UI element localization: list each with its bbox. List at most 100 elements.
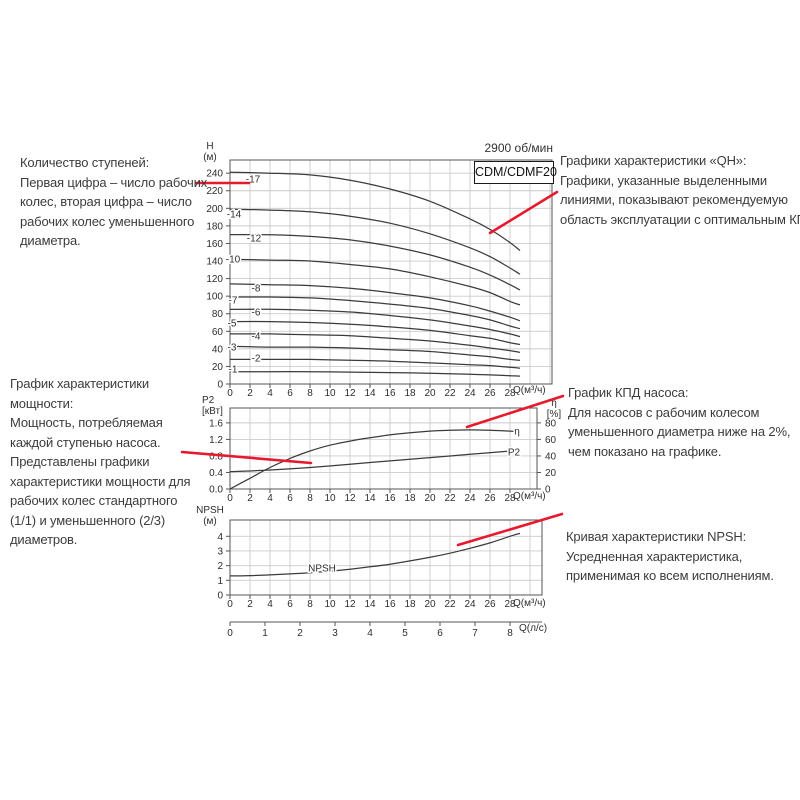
tick-label: -1 (229, 365, 238, 376)
npsh-x-axis-label: Q(м³/ч) (513, 598, 546, 609)
tick-label: 2 (247, 599, 253, 610)
tick-label: 10 (324, 388, 336, 399)
tick-label: 220 (206, 186, 223, 197)
qh-curve--4 (229, 333, 521, 354)
tick-label: 0.4 (209, 468, 223, 479)
npsh-plot-frame (229, 519, 543, 596)
annotation-power-title: График характеристики мощности: (10, 376, 149, 411)
tick-label: 8 (307, 388, 313, 399)
npsh-y-axis-label: NPSH (м) (192, 505, 228, 527)
pointer-line (488, 190, 559, 235)
eta-y2-axis-label: η [%] (542, 398, 566, 420)
annotation-qh-body: Графики, указанные выделенными линиями, … (560, 172, 800, 227)
annotation-stages: Количество ступеней: Первая цифра – числ… (20, 153, 210, 251)
tick-label: 18 (404, 599, 416, 610)
tick-label: 1 (217, 576, 223, 587)
annotation-stages-body: Первая цифра – число рабочих колес, втор… (20, 174, 208, 249)
tick-label: -2 (252, 354, 261, 365)
npsh-y-axis-symbol: NPSH (196, 505, 224, 516)
tick-label: -12 (247, 234, 262, 245)
annotation-power-body: Мощность, потребляемая каждой ступенью н… (10, 415, 191, 547)
model-label: CDM/CDMF20 (474, 161, 557, 184)
tick-label: 2 (217, 561, 223, 572)
tick-label: 4 (367, 628, 373, 639)
tick-label: 18 (404, 493, 416, 504)
tick-label: 240 (206, 169, 223, 180)
power-curve-η (229, 429, 521, 490)
tick-label: 28 (504, 493, 516, 504)
tick-label: 28 (504, 388, 516, 399)
npsh-grid (230, 520, 542, 595)
tick-label: 26 (484, 493, 496, 504)
tick-label: 20 (212, 362, 224, 373)
power-chart: 0 2 4 6 8 10 12 14 16 18 20 22 24 26 280.00.40.81.21.6… (209, 407, 557, 504)
tick-label: -8 (252, 284, 261, 295)
tick-label: 22 (444, 388, 456, 399)
qh-curve--1 (229, 371, 521, 377)
tick-label: 6 (437, 628, 443, 639)
tick-label: 6 (287, 599, 293, 610)
tick-label: 7 (472, 628, 478, 639)
qh-curve--3 (229, 345, 521, 361)
tick-label: 12 (344, 388, 356, 399)
qh-curve--2 (229, 358, 521, 369)
tick-label: 8 (507, 628, 513, 639)
tick-label: 14 (364, 493, 376, 504)
tick-label: -14 (227, 210, 242, 221)
annotation-npsh-title: Кривая характеристики NPSH: (566, 529, 747, 544)
tick-label: 12 (344, 493, 356, 504)
tick-label: 60 (212, 327, 224, 338)
tick-label: 80 (545, 418, 557, 429)
qh-curve--17 (229, 171, 521, 251)
tick-label: 0 (217, 380, 223, 391)
power-y-axis-symbol: P2 (202, 395, 215, 406)
qh-curve--8 (229, 283, 521, 322)
tick-label: 24 (464, 388, 476, 399)
tick-label: 1.2 (209, 435, 223, 446)
annotation-qh-title: Графики характеристики «QH»: (560, 153, 747, 168)
tick-label: 16 (384, 493, 396, 504)
power-grid (230, 408, 537, 489)
qh-curve--7 (229, 296, 521, 330)
tick-label: 24 (464, 493, 476, 504)
qh-y-axis-symbol: H (206, 141, 214, 152)
power-x-axis-label: Q(м³/ч) (513, 491, 546, 502)
tick-label: 0.8 (209, 451, 223, 462)
tick-label: 2 (247, 493, 253, 504)
tick-label: 20 (424, 493, 436, 504)
tick-label: 0 (545, 485, 551, 496)
tick-label: 8 (307, 493, 313, 504)
tick-label: 3 (332, 628, 338, 639)
rpm-label: 2900 об/мин (484, 141, 554, 155)
tick-label: 24 (464, 599, 476, 610)
tick-label: 160 (206, 239, 223, 250)
tick-label: 40 (545, 451, 557, 462)
tick-label: -3 (228, 343, 237, 354)
tick-label: 0 (227, 493, 233, 504)
tick-label: 4 (267, 493, 273, 504)
tick-label: 6 (287, 388, 293, 399)
tick-label: 140 (206, 257, 223, 268)
tick-label: 40 (212, 344, 224, 355)
qh-curve--6 (229, 308, 521, 338)
tick-label: 26 (484, 388, 496, 399)
annotation-eff-body: Для насосов с рабочим колесом уменьшенно… (568, 404, 791, 459)
npsh-curve-NPSH (229, 532, 521, 577)
qh-curve--12 (229, 233, 521, 291)
tick-label: 0 (227, 628, 233, 639)
qh-curve--10 (229, 258, 521, 306)
tick-label: 14 (364, 599, 376, 610)
tick-label: 14 (364, 388, 376, 399)
tick-label: 28 (504, 599, 516, 610)
tick-label: 5 (402, 628, 408, 639)
annotation-eff: График КПД насоса: Для насосов с рабочим… (568, 383, 798, 461)
tick-label: 26 (484, 599, 496, 610)
tick-label: 120 (206, 274, 223, 285)
annotation-stages-title: Количество ступеней: (20, 155, 150, 170)
npsh-y-axis-unit: (м) (203, 515, 217, 527)
tick-label: 16 (384, 388, 396, 399)
tick-label: -4 (252, 332, 261, 343)
power-y-axis-label: P2 [кВт] (202, 395, 223, 417)
